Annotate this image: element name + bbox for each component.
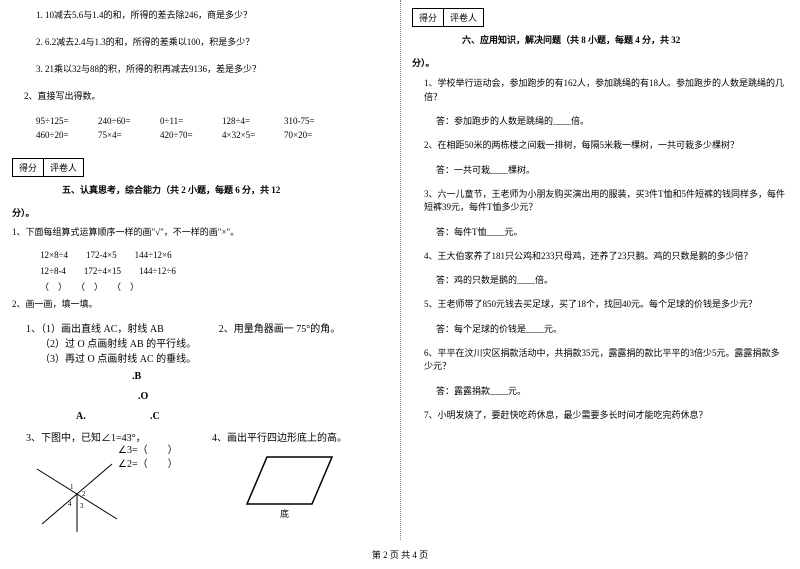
rq4: 4、王大伯家养了181只公鸡和233只母鸡，还养了23只鹅。鸡的只数是鹅的多少倍… [424, 250, 788, 264]
p1-line-c: （ ） （ ） （ ） [40, 280, 388, 293]
p4-base-label: 底 [280, 507, 289, 520]
p2-1c: （3）再过 O 点画射线 AC 的垂线。 [40, 350, 219, 365]
score-box-right: 得分 评卷人 [412, 8, 788, 27]
grader-label: 评卷人 [43, 158, 84, 177]
angle-diagram: 1 2 3 4 [32, 454, 122, 534]
score-box: 得分 评卷人 [12, 158, 388, 177]
ra5: 答：每个足球的价钱是____元。 [436, 322, 788, 335]
ra2: 答：一共可栽____棵树。 [436, 163, 788, 176]
p2-1b: （2）过 O 点画射线 AB 的平行线。 [40, 335, 219, 350]
point-b: .B [132, 371, 141, 382]
calc-cell: 128÷4= [222, 116, 284, 126]
ra1: 答：参加跑步的人数是跳绳的____倍。 [436, 114, 788, 127]
score-label: 得分 [12, 158, 43, 177]
point-a: A. [76, 411, 86, 422]
rq6: 6、平平在汶川灾区捐款活动中，共捐款35元，露露捐的款比平平的3倍少5元。露露捐… [424, 347, 788, 374]
ra3: 答：每件T恤____元。 [436, 225, 788, 238]
calc-cell: 75×4= [98, 130, 160, 140]
ra4: 答：鸡的只数是鹅的____倍。 [436, 273, 788, 286]
calc-cell: 95÷125= [36, 116, 98, 126]
grader-label-r: 评卷人 [443, 8, 484, 27]
calc-cell: 240÷60= [98, 116, 160, 126]
problem-4: 4、画出平行四边形底上的高。 [212, 429, 347, 444]
calc-title: 2、直接写出得数。 [24, 89, 388, 102]
page-footer: 第 2 页 共 4 页 [0, 548, 800, 561]
ra6: 答：露露捐款____元。 [436, 384, 788, 397]
svg-text:3: 3 [80, 502, 84, 510]
rq7: 7、小明发烧了，要赶快吃药休息，最少需要多长时间才能吃完药休息？ [424, 409, 788, 423]
rq3: 3、六一儿童节，王老师为小朋友购买演出用的服装，买3件T恤和5件短裤的钱同样多，… [424, 188, 788, 215]
calc-cell: 4×32×5= [222, 130, 284, 140]
p2-1a: 1、（1）画出直线 AC，射线 AB [26, 320, 219, 335]
geometry-area: .B .O A. .C 3、下图中，已知∠1=43°， ∠3=（ ） ∠2=（ … [12, 369, 388, 569]
section-6-title: 六、应用知识，解决问题（共 8 小题，每题 4 分，共 32 [462, 33, 788, 46]
svg-text:2: 2 [82, 490, 86, 498]
section-5-cont: 分）。 [12, 206, 388, 219]
calc-cell: 420÷70= [160, 130, 222, 140]
p3-angle3: ∠3=（ ） [118, 441, 178, 456]
point-o: .O [138, 391, 148, 402]
problem-1: 1、下面每组算式运算顺序一样的画"√"，不一样的画"×"。 [12, 225, 388, 238]
section-6-cont: 分）。 [412, 56, 788, 69]
svg-text:1: 1 [70, 483, 74, 491]
calc-row-1: 95÷125= 240÷60= 0÷11= 128÷4= 310-75= [36, 116, 388, 126]
rq1: 1、学校举行运动会，参加跑步的有162人，参加跳绳的有18人。参加跑步的人数是跳… [424, 77, 788, 104]
p2-2: 2、用量角器画一 75°的角。 [219, 320, 388, 365]
calc-cell: 460÷20= [36, 130, 98, 140]
calc-row-2: 460÷20= 75×4= 420÷70= 4×32×5= 70×20= [36, 130, 388, 140]
score-label-r: 得分 [412, 8, 443, 27]
point-c: .C [150, 411, 160, 422]
parallelogram-diagram [242, 449, 342, 519]
section-5-title: 五、认真思考，综合能力（共 2 小题，每题 6 分，共 12 [62, 183, 388, 196]
rq2: 2、在相距50米的两栋楼之间栽一排树，每隔5米栽一棵树，一共可栽多少棵树？ [424, 139, 788, 153]
question-2: 2. 6.2减去2.4与1.3的和，所得的差乘以100，积是多少？ [36, 35, 388, 48]
p3-angle2: ∠2=（ ） [118, 455, 178, 470]
rq5: 5、王老师带了850元钱去买足球，买了18个，找回40元。每个足球的价钱是多少元… [424, 298, 788, 312]
calc-cell: 0÷11= [160, 116, 222, 126]
question-1: 1. 10减去5.6与1.4的和，所得的差去除246，商是多少？ [36, 8, 388, 21]
column-divider [400, 0, 401, 540]
svg-text:4: 4 [68, 500, 72, 508]
question-3: 3. 21乘以32与88的积，所得的积再减去9136，差是多少？ [36, 62, 388, 75]
problem-2: 2、画一画，填一填。 [12, 297, 388, 310]
calc-cell: 310-75= [284, 116, 346, 126]
p1-line-a: 12×8÷4 172-4×5 144÷12×6 [40, 248, 388, 261]
p1-line-b: 12÷8-4 172÷4×15 144÷12÷6 [40, 264, 388, 277]
calc-cell: 70×20= [284, 130, 346, 140]
